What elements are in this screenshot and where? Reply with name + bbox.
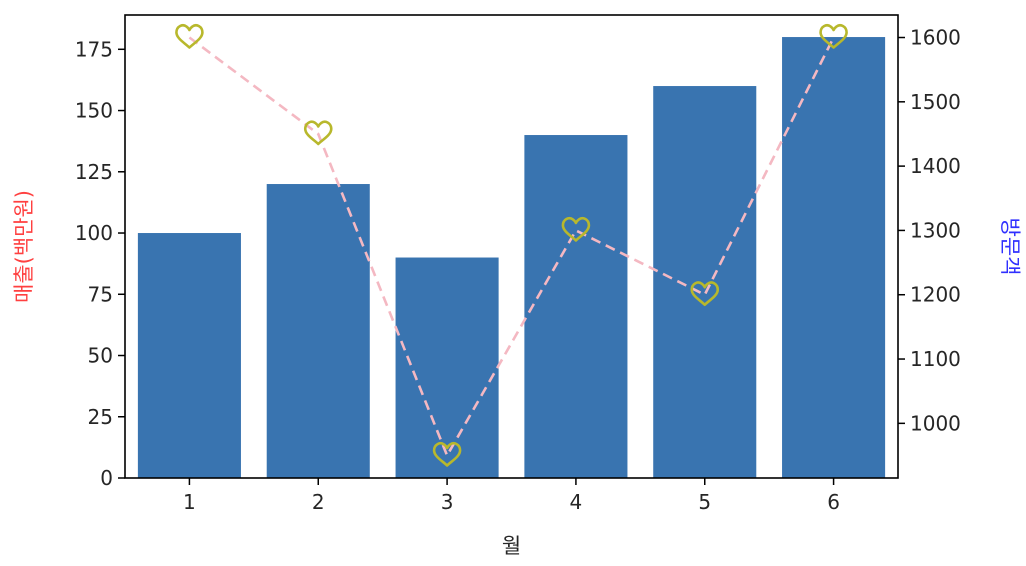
visitor-line [188, 36, 835, 459]
left-axis-label: 매출(백만원) [12, 190, 36, 303]
bar-2 [266, 184, 370, 479]
bar-5 [653, 86, 757, 478]
x-tick-label: 2 [312, 490, 325, 514]
right-tick-label: 1000 [910, 411, 961, 435]
x-tick-label: 5 [698, 490, 711, 514]
visitor-markers [175, 24, 848, 467]
left-tick-label: 25 [88, 405, 113, 429]
heart-icon [432, 442, 462, 467]
bar-3 [395, 257, 499, 478]
heart-icon [561, 216, 591, 242]
plot-frame [124, 14, 899, 479]
left-tick-label: 100 [75, 221, 113, 245]
bar-6 [782, 37, 886, 479]
heart-icon [303, 120, 333, 146]
x-tick-label: 3 [441, 490, 454, 514]
right-tick-label: 1400 [910, 154, 961, 178]
left-tick-label: 75 [88, 282, 113, 306]
x-axis-label: 월 [502, 534, 521, 558]
x-tick-label: 4 [570, 490, 583, 514]
x-tick-label: 6 [827, 490, 840, 514]
right-tick-label: 1300 [910, 218, 961, 242]
right-tick-label: 1200 [910, 283, 961, 307]
heart-icon [690, 281, 720, 307]
left-tick-label: 0 [100, 466, 113, 490]
left-tick-label: 150 [75, 99, 113, 123]
right-tick-label: 1500 [910, 90, 961, 114]
x-axis: 1 2 3 4 5 6 [183, 478, 840, 514]
heart-icon [819, 24, 848, 49]
right-tick-label: 1100 [910, 347, 961, 371]
visitor-line-path [188, 36, 835, 459]
bars [137, 37, 886, 479]
left-tick-label: 125 [75, 160, 113, 184]
heart-icon [175, 24, 204, 49]
left-tick-label: 175 [75, 37, 113, 61]
left-tick-label: 50 [88, 344, 113, 368]
right-axis-label: 방문객 [998, 218, 1022, 276]
bar-1 [137, 233, 241, 478]
right-tick-label: 1600 [910, 26, 961, 50]
x-tick-label: 1 [183, 490, 196, 514]
bar-4 [524, 135, 628, 478]
right-axis: 1000 1100 1200 1300 1400 1500 1600 [898, 26, 961, 435]
left-axis: 0 25 50 75 100 125 150 175 [75, 37, 125, 490]
